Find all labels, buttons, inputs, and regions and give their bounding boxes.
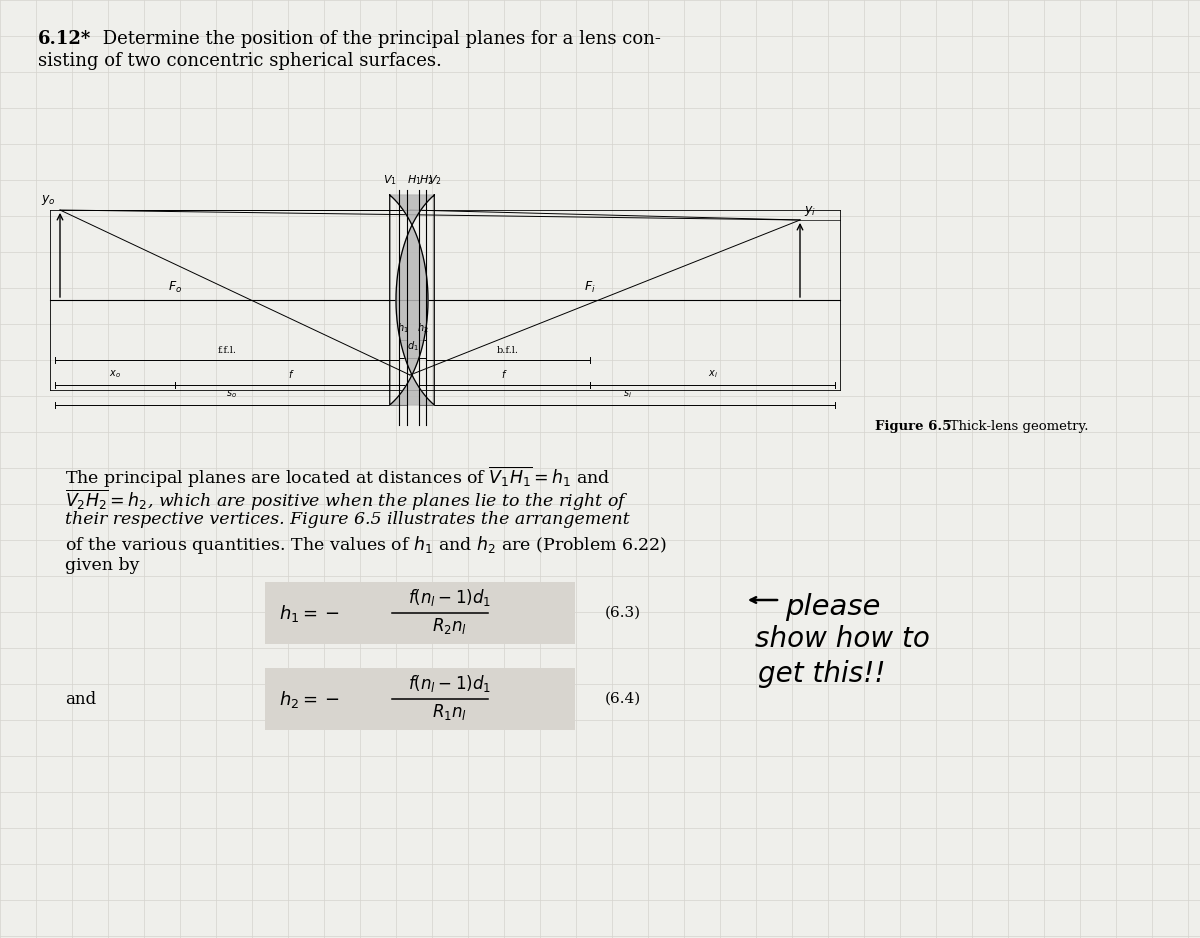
Text: Figure 6.5: Figure 6.5 — [875, 420, 952, 433]
Text: (6.4): (6.4) — [605, 692, 641, 706]
Text: $h_2 = -$: $h_2 = -$ — [280, 688, 340, 709]
Text: $x_i$: $x_i$ — [708, 369, 718, 380]
Text: $h_1$: $h_1$ — [397, 321, 409, 335]
Text: $s_o$: $s_o$ — [226, 388, 236, 400]
Text: $H_2$: $H_2$ — [419, 174, 433, 187]
Text: b.f.l.: b.f.l. — [497, 346, 520, 355]
Text: The principal planes are located at distances of $\overline{V_1H_1} = h_1$ and: The principal planes are located at dist… — [65, 465, 611, 491]
Text: $f$: $f$ — [502, 368, 508, 380]
Text: please: please — [785, 593, 881, 621]
Text: $H_1$: $H_1$ — [407, 174, 421, 187]
Text: $R_1 n_l$: $R_1 n_l$ — [432, 702, 468, 722]
Text: $f$: $f$ — [288, 368, 294, 380]
Text: and: and — [65, 690, 96, 707]
Text: $y_i$: $y_i$ — [804, 204, 816, 218]
Text: $h_2$: $h_2$ — [416, 321, 428, 335]
Text: $\overline{V_2H_2} = h_2$, which are positive when the planes lie to the right o: $\overline{V_2H_2} = h_2$, which are pos… — [65, 488, 629, 513]
Text: of the various quantities. The values of $h_1$ and $h_2$ are (Problem 6.22): of the various quantities. The values of… — [65, 534, 667, 556]
Text: $V_1$: $V_1$ — [383, 174, 397, 187]
Text: get this!!: get this!! — [758, 660, 886, 688]
FancyBboxPatch shape — [265, 582, 575, 644]
Text: $f(n_l - 1)d_1$: $f(n_l - 1)d_1$ — [408, 587, 492, 608]
Text: $h_1 = -$: $h_1 = -$ — [280, 602, 340, 624]
FancyBboxPatch shape — [265, 668, 575, 730]
Text: sisting of two concentric spherical surfaces.: sisting of two concentric spherical surf… — [38, 52, 442, 70]
Text: (6.3): (6.3) — [605, 606, 641, 620]
Text: $F_o$: $F_o$ — [168, 280, 182, 295]
Text: Determine the position of the principal planes for a lens con-: Determine the position of the principal … — [97, 30, 661, 48]
Text: Thick-lens geometry.: Thick-lens geometry. — [937, 420, 1088, 433]
Text: $d_1$: $d_1$ — [407, 340, 419, 353]
Text: $y_o$: $y_o$ — [41, 193, 56, 207]
Text: $s_i$: $s_i$ — [623, 388, 631, 400]
Text: given by: given by — [65, 557, 139, 574]
Polygon shape — [390, 195, 434, 405]
Text: f.f.l.: f.f.l. — [217, 346, 236, 355]
Text: $V_2$: $V_2$ — [428, 174, 442, 187]
Text: $R_2 n_l$: $R_2 n_l$ — [432, 616, 468, 636]
Text: their respective vertices. Figure 6.5 illustrates the arrangement: their respective vertices. Figure 6.5 il… — [65, 511, 630, 528]
Text: $f(n_l - 1)d_1$: $f(n_l - 1)d_1$ — [408, 673, 492, 694]
Text: show how to: show how to — [755, 625, 930, 653]
Text: 6.12*: 6.12* — [38, 30, 91, 48]
Text: $x_o$: $x_o$ — [109, 369, 121, 380]
Text: $F_i$: $F_i$ — [584, 280, 595, 295]
